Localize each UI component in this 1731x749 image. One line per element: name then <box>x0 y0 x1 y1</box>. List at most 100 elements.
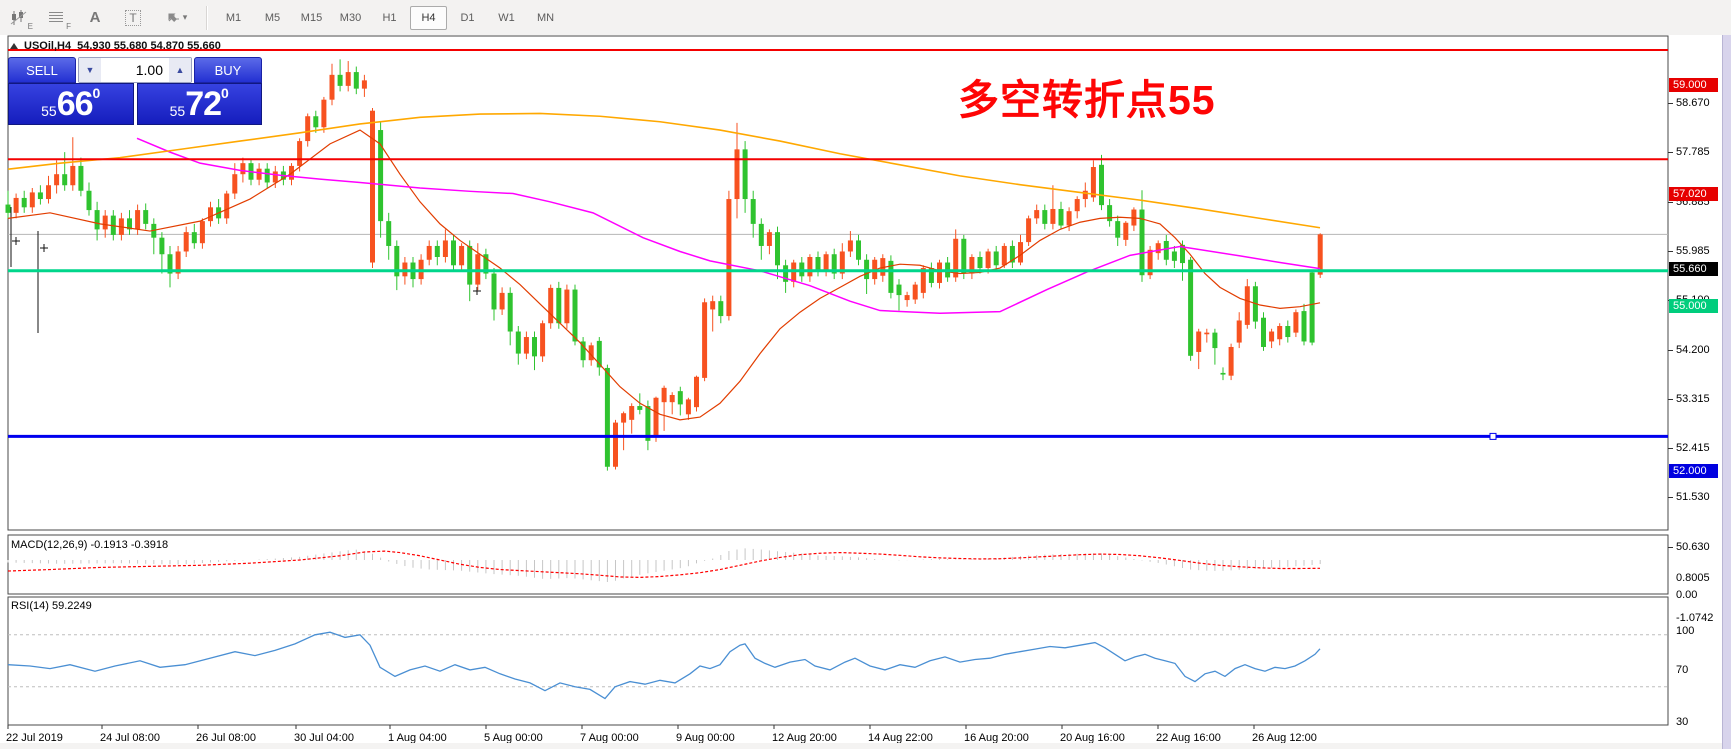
time-label: 14 Aug 22:00 <box>868 732 933 744</box>
sell-price-main: 66 <box>56 85 94 123</box>
ma-slow-line[interactable] <box>7 112 1321 229</box>
volume-increase-button[interactable]: ▲ <box>169 58 191 82</box>
buy-price-panel[interactable]: 55 72 0 <box>136 83 262 125</box>
chart-canvas[interactable] <box>0 35 1731 749</box>
icon-sub-e: E <box>27 21 33 31</box>
timeframe-button-h4[interactable]: H4 <box>410 5 447 30</box>
symbol-header: USOil,H4 54.930 55.680 54.870 55.660 <box>10 40 221 52</box>
time-label: 30 Jul 04:00 <box>294 732 354 744</box>
buy-price-int: 55 <box>169 103 186 119</box>
candlestick-tool-glyph <box>10 9 27 25</box>
time-label: 9 Aug 00:00 <box>676 732 735 744</box>
time-ticks <box>7 725 1255 729</box>
timeframe-group: M1 M5 M15 M30 H1 H4 D1 W1 MN <box>214 5 565 30</box>
window-right-edge <box>1722 35 1731 749</box>
buy-button[interactable]: BUY <box>194 57 262 83</box>
time-label: 24 Jul 08:00 <box>100 732 160 744</box>
indicator-list-icon[interactable]: E <box>3 4 35 32</box>
cursor-arrows-icon[interactable]: ▾ <box>155 4 197 32</box>
axis-tick-mark <box>1668 201 1673 203</box>
macd-tick-0.8005: 0.8005 <box>1676 572 1710 585</box>
price-badge-57.020: 57.020 <box>1669 187 1718 202</box>
time-label: 26 Aug 12:00 <box>1252 732 1317 744</box>
horizontal-line-objects[interactable] <box>8 49 1668 440</box>
rsi-label: RSI(14) 59.2249 <box>11 600 92 612</box>
time-axis[interactable]: 22 Jul 2019 24 Jul 08:00 26 Jul 08:00 30 Ju… <box>0 726 1668 748</box>
price-tick-57.785: 57.785 <box>1676 146 1710 159</box>
ma-fast-line[interactable] <box>7 129 1321 421</box>
axis-tick-mark <box>1668 103 1673 105</box>
time-label: 7 Aug 00:00 <box>580 732 639 744</box>
chart-area: USOil,H4 54.930 55.680 54.870 55.660 SEL… <box>0 35 1731 749</box>
window-bottom-edge <box>0 743 1722 749</box>
macd-label: MACD(12,26,9) -0.1913 -0.3918 <box>11 539 169 551</box>
font-label-icon[interactable]: A <box>79 4 111 32</box>
timeframe-button-d1[interactable]: D1 <box>460 11 475 24</box>
axis-tick-mark <box>1668 547 1673 549</box>
icon-sub-f: F <box>66 21 71 31</box>
volume-decrease-button[interactable]: ▼ <box>79 58 101 82</box>
time-label: 20 Aug 16:00 <box>1060 732 1125 744</box>
timeframe-button-m1[interactable]: M1 <box>225 11 242 24</box>
time-label: 26 Jul 08:00 <box>196 732 256 744</box>
time-label: 22 Jul 2019 <box>6 732 63 744</box>
axis-tick-mark <box>1668 448 1673 450</box>
buy-price-main: 72 <box>185 85 222 123</box>
price-badge-52.000: 52.000 <box>1669 464 1718 479</box>
axis-tick-mark <box>1668 152 1673 154</box>
price-badge-59.000: 59.000 <box>1669 78 1718 92</box>
chart-text-annotation[interactable]: 多空转折点55 <box>958 77 1216 123</box>
time-label: 16 Aug 20:00 <box>964 732 1029 744</box>
panel-frames <box>7 35 1669 726</box>
time-label: 22 Aug 16:00 <box>1156 732 1221 744</box>
timeframe-button-h1[interactable]: H1 <box>382 11 397 24</box>
rsi-tick-30: 30 <box>1676 715 1689 728</box>
ohlc-values: 54.930 55.680 54.870 55.660 <box>77 40 221 52</box>
price-badge-55.660: 55.660 <box>1669 262 1718 277</box>
axis-tick-mark <box>1668 349 1673 351</box>
axis-tick-mark <box>1668 251 1673 253</box>
timeframe-button-m30[interactable]: M30 <box>339 11 362 24</box>
volume-input[interactable] <box>101 58 169 82</box>
price-tick-51.530: 51.530 <box>1676 491 1710 504</box>
sell-price-panel[interactable]: 55 66 0 <box>8 83 134 125</box>
price-tick-58.670: 58.670 <box>1676 97 1710 110</box>
price-axis[interactable]: 58.67057.78556.88555.98555.10054.20053.3… <box>1668 35 1722 749</box>
sell-button[interactable]: SELL <box>8 57 76 83</box>
symbol-name: USOil,H4 <box>24 40 72 52</box>
drawing-marks[interactable] <box>10 207 481 333</box>
price-tick-52.415: 52.415 <box>1676 442 1710 455</box>
toolbar: E F A T ▾ M1 M5 M15 M30 H1 H4 D1 W1 MN <box>0 0 1731 36</box>
effects-grid-icon[interactable]: F <box>41 4 73 32</box>
timeframe-button-m5[interactable]: M5 <box>264 11 281 24</box>
macd-tick--1.0742: -1.0742 <box>1676 611 1714 624</box>
price-badge-55.000: 55.000 <box>1669 298 1718 313</box>
text-box-icon[interactable]: T <box>117 4 149 32</box>
sell-price-pip: 0 <box>92 85 101 101</box>
one-click-expander-icon[interactable] <box>10 43 18 49</box>
timeframe-button-m15[interactable]: M15 <box>300 11 323 24</box>
price-tick-53.315: 53.315 <box>1676 392 1710 405</box>
arrows-glyph <box>168 12 179 22</box>
dropdown-caret-icon: ▾ <box>182 12 188 22</box>
rsi-tick-100: 100 <box>1676 624 1695 637</box>
time-label: 1 Aug 04:00 <box>388 732 447 744</box>
time-label: 5 Aug 00:00 <box>484 732 543 744</box>
axis-tick-mark <box>1668 497 1673 499</box>
price-tick-55.985: 55.985 <box>1676 245 1710 258</box>
macd-panel <box>7 548 1321 582</box>
rsi-tick-70: 70 <box>1676 663 1689 676</box>
volume-stepper: ▼ ▲ <box>78 57 192 83</box>
toolbar-separator <box>206 5 208 30</box>
buy-price-pip: 0 <box>221 85 229 101</box>
font-a-glyph: A <box>89 9 101 26</box>
price-tick-54.200: 54.200 <box>1676 343 1710 356</box>
timeframe-button-mn[interactable]: MN <box>536 11 555 24</box>
ma-medium-line[interactable] <box>136 137 1321 315</box>
hline-handle <box>1489 432 1497 440</box>
sell-price-int: 55 <box>41 103 57 119</box>
timeframe-button-w1[interactable]: W1 <box>498 11 515 24</box>
macd-tick-0.00: 0.00 <box>1676 589 1698 601</box>
